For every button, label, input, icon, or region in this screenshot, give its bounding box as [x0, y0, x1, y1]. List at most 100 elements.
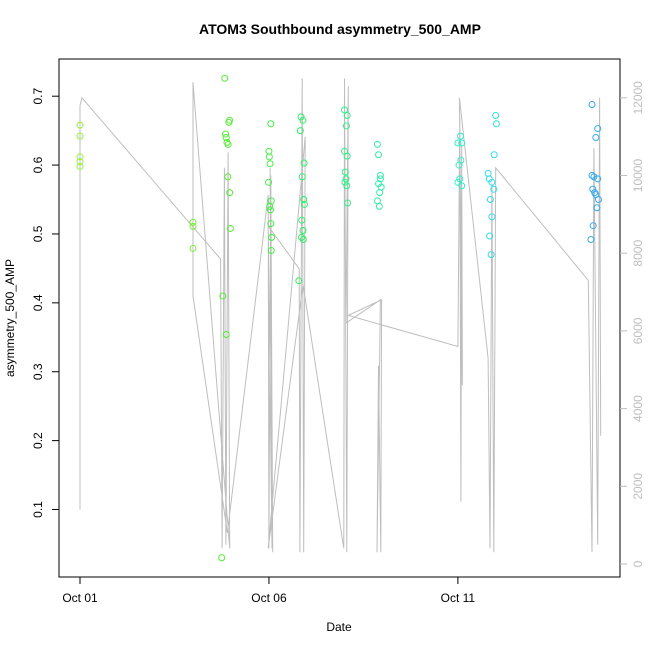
- point: [226, 116, 234, 124]
- point: [267, 246, 275, 254]
- point: [297, 113, 305, 121]
- point: [221, 130, 229, 138]
- secondary-line: [79, 78, 602, 553]
- point: [458, 139, 466, 147]
- point: [341, 168, 349, 176]
- point: [375, 151, 383, 159]
- point: [376, 171, 384, 179]
- point: [343, 152, 351, 160]
- point: [593, 204, 601, 212]
- point: [267, 197, 275, 205]
- point: [588, 171, 596, 179]
- y-tick-label: 0.2: [31, 432, 45, 449]
- point: [297, 233, 305, 241]
- y2-tick-label: 10000: [631, 159, 645, 193]
- point: [189, 244, 197, 252]
- point: [300, 200, 308, 208]
- x-tick-label: Oct 11: [441, 591, 476, 605]
- point: [267, 220, 275, 228]
- point: [76, 153, 84, 161]
- y-tick-label: 0.1: [31, 501, 45, 518]
- point: [590, 173, 598, 181]
- point: [594, 196, 602, 204]
- y2-tick-label: 0: [631, 560, 645, 567]
- x-tick-label: Oct 06: [251, 591, 287, 605]
- point: [376, 189, 384, 197]
- y-axis-label: asymmetry_500_AMP: [3, 259, 17, 377]
- point: [594, 175, 602, 183]
- point: [487, 251, 495, 259]
- point: [221, 74, 229, 82]
- point: [589, 185, 597, 193]
- point: [486, 232, 494, 240]
- point: [490, 185, 498, 193]
- point: [488, 213, 496, 221]
- point: [219, 292, 227, 300]
- point: [455, 161, 463, 169]
- point: [589, 222, 597, 230]
- point: [454, 139, 462, 147]
- point: [222, 331, 230, 339]
- point: [488, 178, 496, 186]
- y-tick-label: 0.5: [31, 225, 45, 242]
- point: [490, 151, 498, 159]
- point: [299, 116, 307, 124]
- point: [457, 132, 465, 140]
- point: [492, 120, 500, 128]
- point: [298, 173, 306, 181]
- y2-tick-label: 2000: [631, 473, 645, 500]
- point: [588, 100, 596, 108]
- point: [492, 111, 500, 119]
- point: [373, 140, 381, 148]
- point: [343, 182, 351, 190]
- point: [486, 196, 494, 204]
- point: [375, 202, 383, 210]
- point: [456, 175, 464, 183]
- point: [587, 235, 595, 243]
- point: [299, 235, 307, 243]
- plot-frame: [58, 58, 621, 578]
- point: [218, 554, 226, 562]
- y-tick-label: 0.6: [31, 156, 45, 173]
- point: [189, 218, 197, 226]
- point: [454, 178, 462, 186]
- y-tick-label: 0.4: [31, 294, 45, 311]
- point: [341, 178, 349, 186]
- point: [268, 233, 276, 241]
- point: [457, 156, 465, 164]
- y-tick-label: 0.3: [31, 363, 45, 380]
- point: [344, 199, 352, 207]
- point: [300, 196, 308, 204]
- y-tick-label: 0.7: [31, 88, 45, 105]
- point: [266, 160, 274, 168]
- point: [222, 134, 230, 142]
- point: [76, 158, 84, 166]
- point: [226, 189, 234, 197]
- point: [343, 111, 351, 119]
- point: [76, 132, 84, 140]
- point: [298, 216, 306, 224]
- x-axis-label: Date: [326, 620, 352, 634]
- point: [341, 106, 349, 114]
- point: [376, 175, 384, 183]
- chart-title: ATOM3 Southbound asymmetry_500_AMP: [199, 21, 481, 37]
- point: [265, 153, 273, 161]
- point: [266, 206, 274, 214]
- point: [458, 182, 466, 190]
- point: [342, 175, 350, 183]
- point: [299, 227, 307, 235]
- point: [267, 120, 275, 128]
- point: [224, 140, 232, 148]
- y2-tick-label: 4000: [631, 395, 645, 422]
- point: [189, 222, 197, 230]
- point: [594, 125, 602, 133]
- point: [265, 178, 273, 186]
- point: [296, 127, 304, 135]
- point: [76, 121, 84, 129]
- x-tick-label: Oct 01: [62, 591, 98, 605]
- point: [300, 159, 308, 167]
- y2-tick-label: 6000: [631, 317, 645, 344]
